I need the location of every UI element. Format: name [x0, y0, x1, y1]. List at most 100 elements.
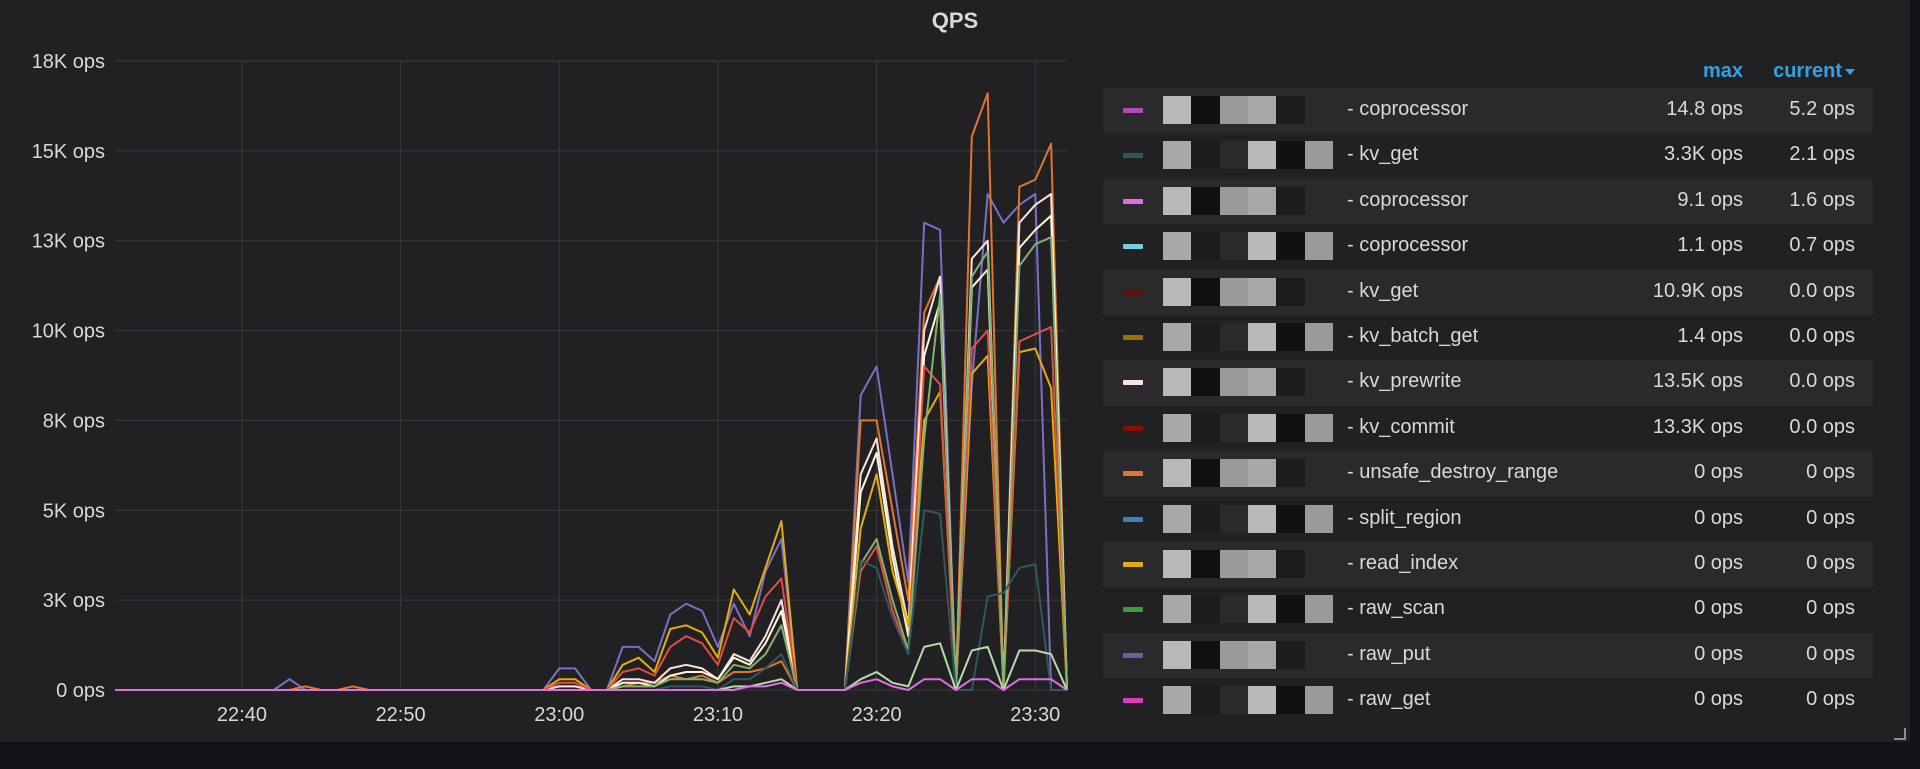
redacted-instance-name	[1163, 277, 1333, 306]
redacted-instance-name	[1163, 186, 1333, 215]
legend-max-value: 0 ops	[1694, 597, 1743, 620]
legend-max-value: 0 ops	[1694, 506, 1743, 529]
legend-row[interactable]: - coprocessor 1.1 ops 0.7 ops	[1103, 224, 1873, 269]
legend-sort-current[interactable]: current	[1773, 60, 1855, 83]
legend-series-name[interactable]: - coprocessor	[1347, 234, 1469, 257]
legend-row[interactable]: - kv_commit 13.3K ops 0.0 ops	[1103, 406, 1873, 451]
redacted-instance-name	[1163, 322, 1333, 351]
y-tick-label: 0 ops	[56, 680, 105, 702]
legend-series-name[interactable]: - kv_prewrite	[1347, 370, 1462, 393]
series-line[interactable]	[115, 326, 1068, 691]
legend-row[interactable]: - split_region 0 ops 0 ops	[1103, 497, 1873, 542]
legend-swatch[interactable]	[1123, 516, 1143, 522]
legend-swatch[interactable]	[1123, 425, 1143, 431]
legend-row[interactable]: - kv_get 10.9K ops 0.0 ops	[1103, 269, 1873, 315]
legend-list[interactable]: - coprocessor 14.8 ops 5.2 ops - kv_get 3.3K…	[1103, 88, 1873, 726]
legend-series-name[interactable]: - coprocessor	[1347, 188, 1469, 211]
legend-max-value: 13.3K ops	[1652, 415, 1743, 438]
panel-title[interactable]: QPS	[931, 8, 979, 33]
legend-current-value: 0.0 ops	[1789, 370, 1855, 393]
legend-swatch[interactable]	[1123, 561, 1143, 567]
legend-max-value: 3.3K ops	[1664, 143, 1743, 166]
legend-series-name[interactable]: - kv_batch_get	[1347, 324, 1479, 347]
legend-row[interactable]: - kv_batch_get 1.4 ops 0.0 ops	[1103, 315, 1873, 360]
legend-series-name[interactable]: - kv_get	[1347, 279, 1419, 302]
x-tick-label: 23:30	[1010, 704, 1060, 726]
legend-current-value: 5.2 ops	[1789, 98, 1855, 120]
qps-panel: QPS 0 ops 3K ops 5K ops 8K ops 10K ops 13K op…	[0, 0, 1910, 742]
legend-current-value: 0 ops	[1806, 597, 1855, 620]
series-line[interactable]	[115, 678, 1068, 691]
legend-swatch[interactable]	[1123, 698, 1143, 704]
y-tick-label: 8K ops	[43, 410, 105, 432]
legend-max-value: 9.1 ops	[1677, 188, 1743, 211]
legend-swatch[interactable]	[1123, 244, 1143, 250]
legend-max-value: 0 ops	[1694, 642, 1743, 665]
legend-header: max current	[1103, 58, 1873, 88]
legend-swatch[interactable]	[1123, 380, 1143, 386]
legend-series-name[interactable]: - unsafe_destroy_range	[1347, 461, 1559, 484]
legend-row[interactable]: - kv_prewrite 13.5K ops 0.0 ops	[1103, 360, 1873, 406]
legend-sort-max[interactable]: max	[1702, 60, 1743, 82]
legend-max-value: 1.4 ops	[1677, 324, 1743, 347]
legend-max-value: 0 ops	[1694, 688, 1743, 711]
legend-row[interactable]: - coprocessor 14.8 ops 5.2 ops	[1103, 88, 1873, 134]
legend-current-value: 2.1 ops	[1789, 143, 1855, 166]
legend-row[interactable]: - raw_get 0 ops 0 ops	[1103, 678, 1873, 723]
legend-series-name[interactable]: - read_index	[1347, 551, 1459, 574]
legend-max-value: 0 ops	[1694, 551, 1743, 574]
legend-series-name[interactable]: - kv_commit	[1347, 415, 1455, 438]
series-line[interactable]	[115, 642, 1068, 691]
legend-row[interactable]: - unsafe_destroy_range 0 ops 0 ops	[1103, 451, 1873, 497]
legend-current-value: 0 ops	[1806, 461, 1855, 484]
legend-swatch[interactable]	[1123, 471, 1143, 477]
legend-series-name[interactable]: - raw_put	[1347, 642, 1431, 665]
series-line[interactable]	[115, 214, 1068, 691]
x-tick-label: 23:20	[852, 704, 902, 726]
y-tick-label: 15K ops	[32, 141, 105, 163]
legend-table: max current - coprocessor 14.8 ops 5.2 ops…	[1103, 58, 1873, 726]
legend-series-name[interactable]: - kv_get	[1347, 143, 1419, 166]
legend-max-value: 1.1 ops	[1677, 234, 1743, 257]
legend-swatch[interactable]	[1123, 153, 1143, 159]
legend-row[interactable]: - raw_scan 0 ops 0 ops	[1103, 587, 1873, 632]
legend-swatch[interactable]	[1123, 289, 1143, 295]
legend-current-value: 0.0 ops	[1789, 415, 1855, 438]
legend-current-value: 0 ops	[1806, 642, 1855, 665]
legend-current-value: 0.0 ops	[1789, 324, 1855, 347]
legend-row[interactable]: - read_index 0 ops 0 ops	[1103, 541, 1873, 588]
legend-swatch[interactable]	[1123, 334, 1143, 340]
y-tick-label: 18K ops	[32, 51, 105, 73]
redacted-instance-name	[1163, 504, 1333, 533]
series-line[interactable]	[115, 236, 1068, 691]
legend-swatch[interactable]	[1123, 198, 1143, 204]
legend-current-value: 0.7 ops	[1789, 234, 1855, 257]
x-tick-label: 23:10	[693, 704, 743, 726]
legend-row[interactable]: - kv_get 3.3K ops 2.1 ops	[1103, 133, 1873, 178]
qps-line-chart[interactable]: 0 ops 3K ops 5K ops 8K ops 10K ops 13K ops 15K…	[0, 0, 1080, 742]
legend-series-name[interactable]: - raw_get	[1347, 688, 1431, 711]
redacted-instance-name	[1163, 640, 1333, 669]
legend-max-value: 10.9K ops	[1652, 279, 1743, 302]
legend-current-value: 1.6 ops	[1789, 188, 1855, 211]
redacted-instance-name	[1163, 232, 1333, 261]
legend-swatch[interactable]	[1123, 108, 1143, 113]
legend-swatch[interactable]	[1123, 607, 1143, 613]
x-tick-label: 22:40	[217, 704, 267, 726]
legend-current-value: 0 ops	[1806, 688, 1855, 711]
y-tick-label: 13K ops	[32, 231, 105, 253]
legend-max-value: 13.5K ops	[1652, 370, 1743, 393]
legend-row[interactable]: - coprocessor 9.1 ops 1.6 ops	[1103, 178, 1873, 225]
y-tick-label: 10K ops	[32, 321, 105, 343]
legend-max-value: 0 ops	[1694, 461, 1743, 484]
y-tick-label: 3K ops	[43, 590, 105, 612]
redacted-instance-name	[1163, 549, 1333, 578]
legend-series-name[interactable]: - split_region	[1347, 506, 1462, 529]
redacted-instance-name	[1163, 595, 1333, 624]
legend-series-name[interactable]: - coprocessor	[1347, 98, 1469, 120]
legend-swatch[interactable]	[1123, 652, 1143, 658]
legend-series-name[interactable]: - raw_scan	[1347, 597, 1445, 620]
panel-resize-handle[interactable]	[1894, 728, 1906, 740]
redacted-instance-name	[1163, 686, 1333, 715]
legend-row[interactable]: - raw_put 0 ops 0 ops	[1103, 632, 1873, 679]
